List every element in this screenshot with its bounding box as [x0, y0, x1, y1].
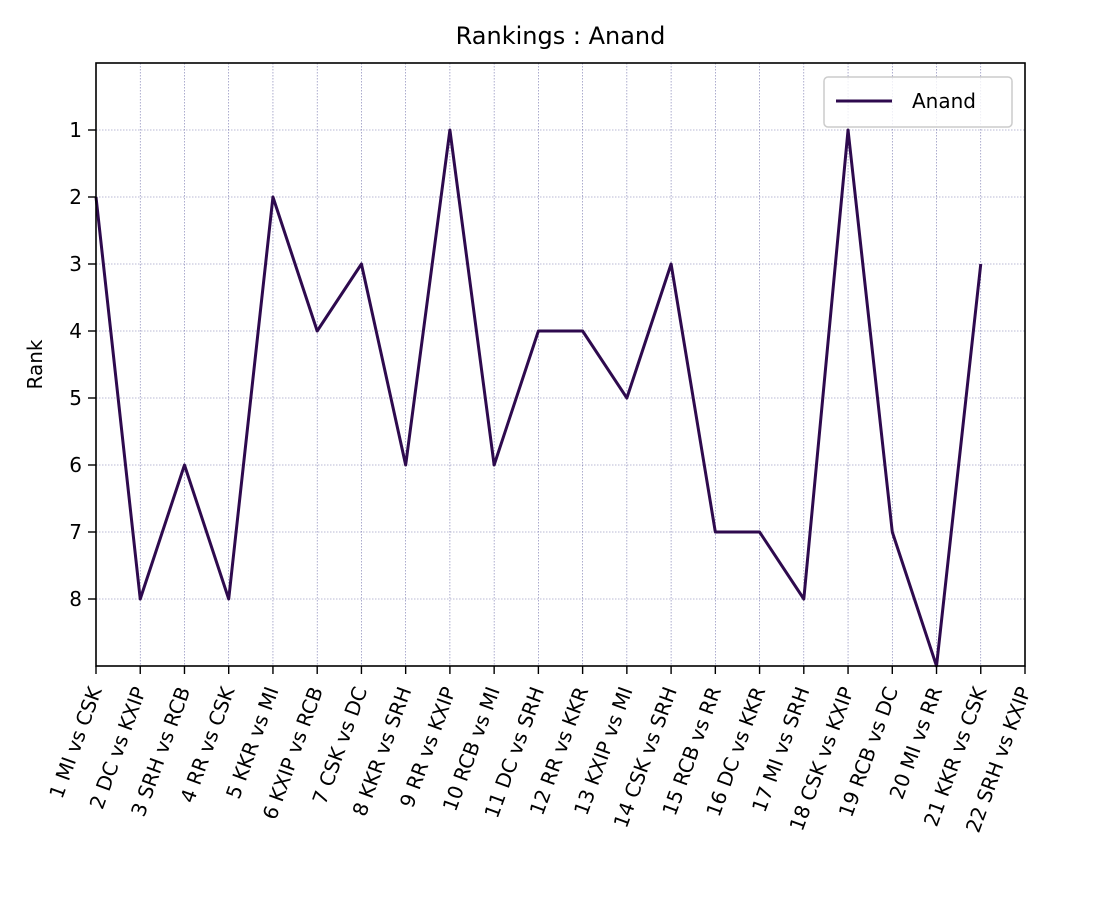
legend-box: [823, 76, 1013, 128]
chart-title: Rankings : Anand: [456, 22, 666, 50]
legend-label: Anand: [912, 89, 976, 113]
y-tick-label: 4: [69, 319, 82, 343]
y-tick-label: 7: [69, 520, 82, 544]
y-tick-label: 6: [69, 453, 82, 477]
y-tick-label: 3: [69, 252, 82, 276]
y-tick-label: 8: [69, 587, 82, 611]
y-tick-label: 5: [69, 386, 82, 410]
plot-frame: [95, 62, 1026, 667]
y-axis-label: Rank: [23, 339, 47, 389]
y-tick-label: 1: [69, 118, 82, 142]
series-lines: [94, 128, 983, 668]
series-line-anand: [94, 128, 983, 668]
grid-lines: [95, 63, 1026, 666]
y-tick-label: 2: [69, 185, 82, 209]
legend: Anand: [823, 76, 1013, 128]
y-axis: 1 2 3 4 5 6 7 8: [69, 118, 96, 611]
